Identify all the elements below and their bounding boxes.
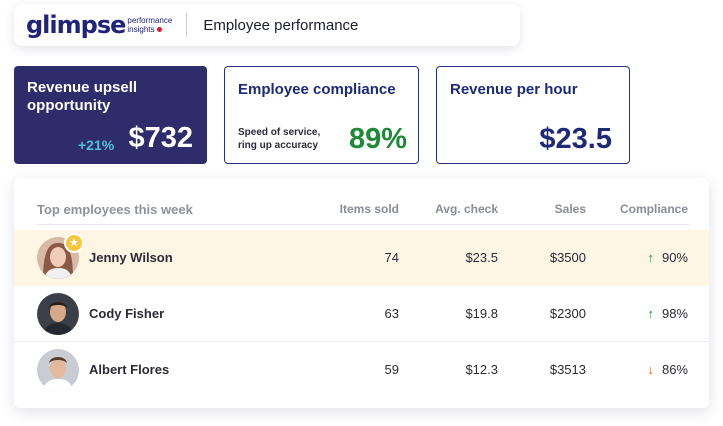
- kpi-compliance-subtitle: Speed of service, ring up accuracy: [238, 127, 321, 151]
- table-row[interactable]: Albert Flores 59 $12.3 $3513 ↓ 86%: [14, 342, 709, 398]
- sales-value: $2300: [549, 306, 586, 321]
- table-title: Top employees this week: [37, 202, 193, 217]
- kpi-card-upsell[interactable]: Revenue upsell opportunity +21% $732: [14, 66, 207, 164]
- logo-tagline: performance insights: [127, 16, 172, 34]
- avatar: [37, 349, 79, 391]
- logo-dot-icon: [156, 27, 162, 33]
- sales-value: $3500: [549, 250, 586, 265]
- kpi-upsell-value: $732: [128, 122, 193, 154]
- col-header-items-sold[interactable]: Items sold: [339, 202, 399, 216]
- header-divider-line: [37, 224, 689, 225]
- logo-tagline-line-1: performance: [127, 16, 173, 25]
- page-title: Employee performance: [203, 16, 359, 34]
- glimpse-logo[interactable]: glimpse performance insights: [26, 13, 172, 37]
- header-bar: glimpse performance insights Employee pe…: [14, 4, 520, 46]
- kpi-compliance-title: Employee compliance: [238, 81, 396, 98]
- avg-check-value: $12.3: [465, 362, 498, 377]
- table-row[interactable]: Cody Fisher 63 $19.8 $2300 ↑ 98%: [14, 286, 709, 342]
- kpi-rev-hour-title: Revenue per hour: [450, 81, 578, 98]
- kpi-card-revenue-per-hour[interactable]: Revenue per hour $23.5: [436, 66, 630, 164]
- arrow-down-icon: ↓: [647, 362, 654, 377]
- compliance-value: ↓ 86%: [647, 362, 688, 377]
- logo-wordmark: glimpse: [26, 11, 126, 39]
- compliance-value: ↑ 90%: [647, 250, 688, 265]
- kpi-upsell-change: +21%: [78, 137, 115, 153]
- col-header-avg-check[interactable]: Avg. check: [435, 202, 498, 216]
- avg-check-value: $23.5: [465, 250, 498, 265]
- header-divider: [186, 13, 188, 37]
- logo-tagline-text: insights: [127, 25, 155, 34]
- arrow-up-icon: ↑: [647, 306, 654, 321]
- logo-tagline-line-2: insights: [127, 25, 172, 34]
- kpi-card-compliance[interactable]: Employee compliance Speed of service, ri…: [224, 66, 419, 164]
- items-sold-value: 59: [384, 362, 399, 377]
- top-employees-table: Top employees this week Items sold Avg. …: [14, 178, 709, 408]
- compliance-percent: 86%: [661, 362, 688, 377]
- table-row[interactable]: ★ Jenny Wilson 74 $23.5 $3500 ↑ 90%: [14, 230, 709, 286]
- items-sold-value: 63: [384, 306, 399, 321]
- star-icon: ★: [64, 233, 84, 253]
- col-header-sales[interactable]: Sales: [554, 202, 586, 216]
- employee-name: Albert Flores: [89, 362, 170, 377]
- avg-check-value: $19.8: [465, 306, 498, 321]
- kpi-rev-hour-value: $23.5: [539, 123, 612, 155]
- compliance-percent: 90%: [661, 250, 688, 265]
- col-header-compliance[interactable]: Compliance: [619, 202, 688, 216]
- avatar: [37, 293, 79, 335]
- employee-name: Jenny Wilson: [89, 250, 173, 265]
- employee-name: Cody Fisher: [89, 306, 165, 321]
- kpi-upsell-title: Revenue upsell opportunity: [27, 79, 138, 114]
- arrow-up-icon: ↑: [647, 250, 654, 265]
- kpi-compliance-value: 89%: [348, 123, 407, 155]
- compliance-percent: 98%: [661, 306, 688, 321]
- sales-value: $3513: [549, 362, 586, 377]
- compliance-value: ↑ 98%: [647, 306, 688, 321]
- items-sold-value: 74: [384, 250, 399, 265]
